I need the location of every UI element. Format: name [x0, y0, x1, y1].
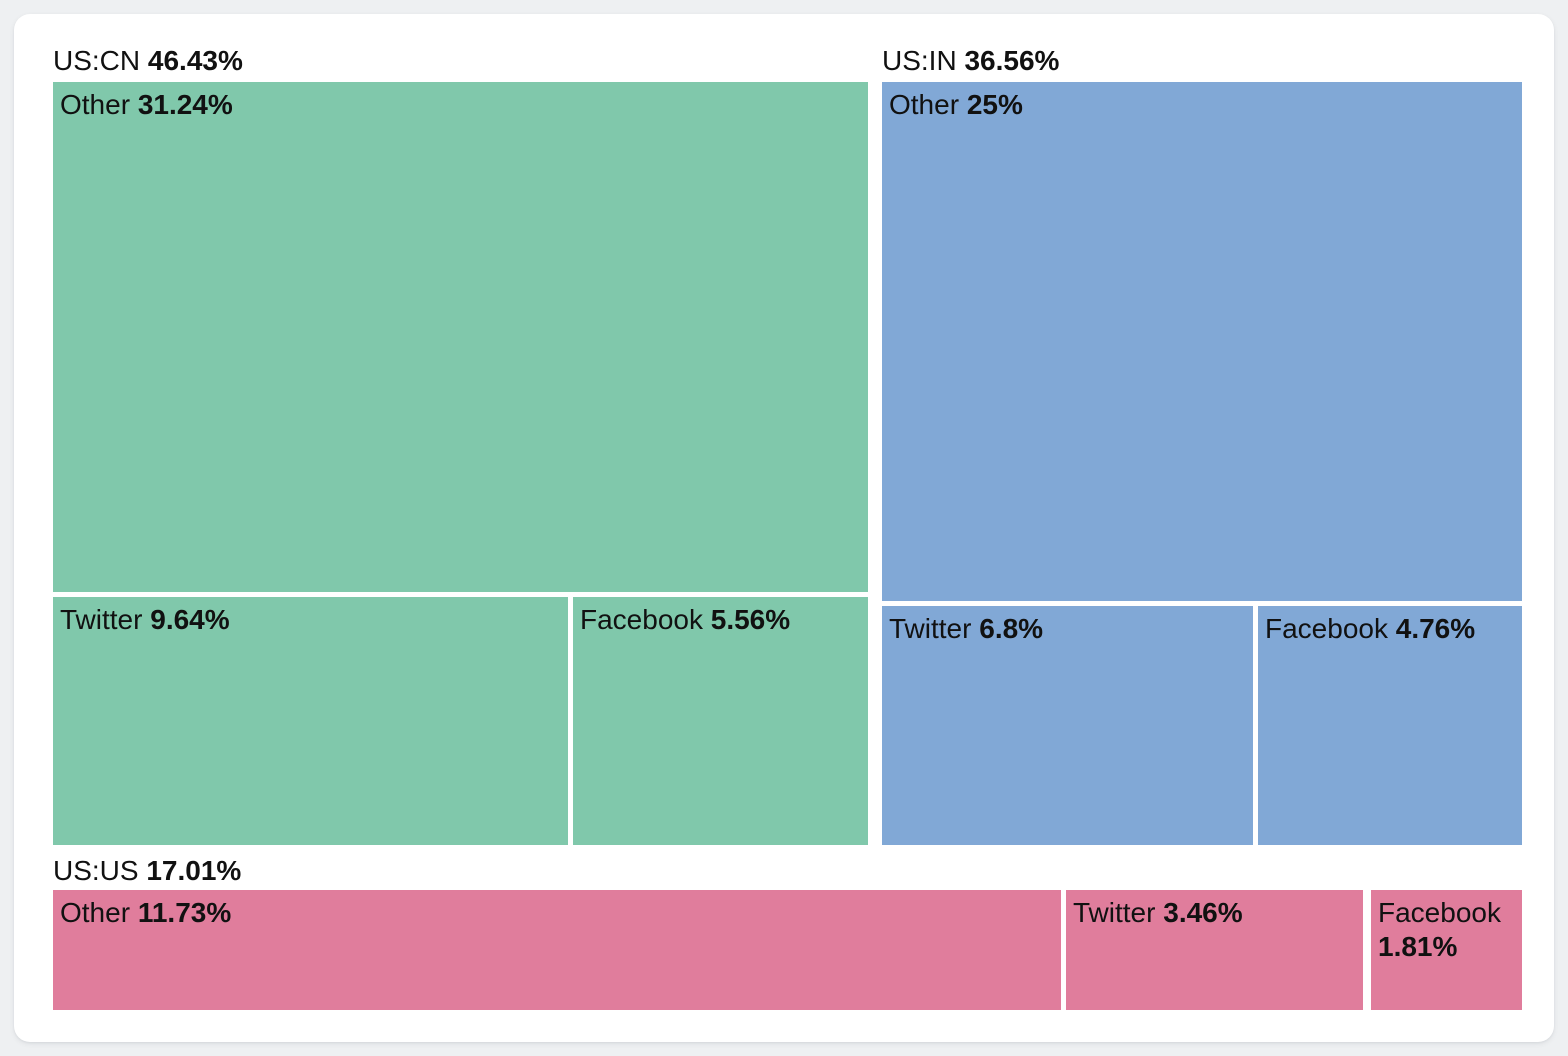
- treemap-chart: US:CN 46.43% Other 31.24% Twitter 9.64% …: [14, 14, 1554, 1042]
- cell-label: Other: [60, 897, 131, 928]
- treemap-cell-us-cn-twitter[interactable]: Twitter 9.64%: [53, 597, 568, 845]
- treemap-cell-us-us-twitter[interactable]: Twitter 3.46%: [1066, 890, 1363, 1010]
- group-name: US:IN: [882, 45, 957, 76]
- treemap-cell-us-cn-other[interactable]: Other 31.24%: [53, 82, 868, 592]
- treemap-cell-us-cn-facebook[interactable]: Facebook 5.56%: [573, 597, 868, 845]
- cell-value: 1.81%: [1378, 931, 1458, 962]
- cell-value: 6.8%: [979, 613, 1044, 644]
- group-label-us-in: US:IN 36.56%: [882, 44, 1059, 78]
- cell-value: 11.73%: [137, 897, 232, 928]
- treemap-cell-us-us-other[interactable]: Other 11.73%: [53, 890, 1061, 1010]
- cell-value: 5.56%: [710, 604, 791, 635]
- treemap-cell-us-in-twitter[interactable]: Twitter 6.8%: [882, 606, 1253, 845]
- treemap-card: US:CN 46.43% Other 31.24% Twitter 9.64% …: [14, 14, 1554, 1042]
- cell-label: Facebook: [580, 604, 703, 635]
- cell-value: 31.24%: [137, 89, 233, 120]
- cell-label: Twitter: [889, 613, 972, 644]
- cell-label: Other: [60, 89, 131, 120]
- cell-value: 9.64%: [150, 604, 230, 635]
- group-value: 36.56%: [964, 45, 1060, 76]
- group-name: US:CN: [53, 45, 141, 76]
- group-name: US:US: [53, 855, 139, 886]
- group-value: 17.01%: [146, 855, 242, 886]
- group-label-us-us: US:US 17.01%: [53, 854, 241, 888]
- treemap-cell-us-in-facebook[interactable]: Facebook 4.76%: [1258, 606, 1522, 845]
- group-value: 46.43%: [147, 45, 243, 76]
- cell-label: Facebook: [1265, 613, 1388, 644]
- cell-label: Other: [889, 89, 960, 120]
- cell-value: 25%: [966, 89, 1023, 120]
- treemap-cell-us-in-other[interactable]: Other 25%: [882, 82, 1522, 601]
- cell-label: Twitter: [1073, 897, 1156, 928]
- cell-label: Facebook: [1378, 897, 1501, 928]
- cell-value: 3.46%: [1163, 897, 1243, 928]
- treemap-cell-us-us-facebook[interactable]: Facebook 1.81%: [1371, 890, 1522, 1010]
- cell-label: Twitter: [60, 604, 143, 635]
- group-label-us-cn: US:CN 46.43%: [53, 44, 243, 78]
- cell-value: 4.76%: [1395, 613, 1476, 644]
